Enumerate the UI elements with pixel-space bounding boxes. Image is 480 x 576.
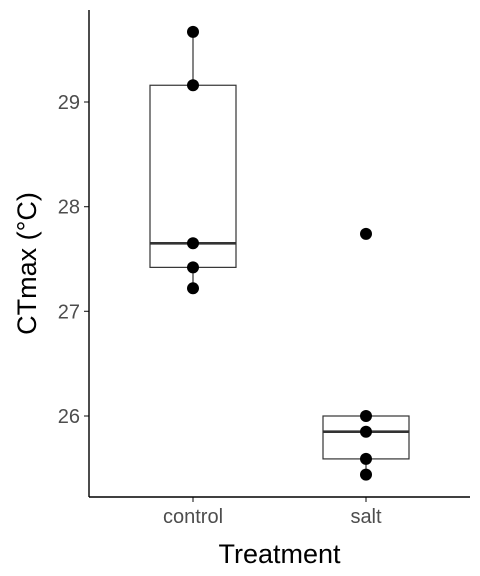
box-salt xyxy=(322,415,410,475)
data-point-control xyxy=(187,237,199,250)
data-point-salt xyxy=(360,468,372,481)
y-tick-label: 27 xyxy=(58,301,80,323)
data-point-control xyxy=(187,25,199,38)
data-points xyxy=(187,25,372,481)
data-point-salt xyxy=(360,410,372,422)
data-point-salt xyxy=(360,227,372,240)
y-axis-title: CTmax (°C) xyxy=(12,192,42,335)
x-tick-label: salt xyxy=(350,506,382,528)
box-control xyxy=(149,31,237,289)
x-axis-title: Treatment xyxy=(218,539,341,569)
data-point-control xyxy=(187,79,199,92)
data-point-salt xyxy=(360,425,372,438)
data-point-salt xyxy=(360,452,372,465)
x-tick-label: control xyxy=(163,506,223,528)
boxplot-boxes xyxy=(149,31,410,475)
y-axis-ticks: 26 27 28 29 xyxy=(58,92,89,428)
y-tick-label: 26 xyxy=(58,406,80,428)
y-tick-label: 29 xyxy=(58,92,80,114)
data-point-control xyxy=(187,261,199,274)
y-tick-label: 28 xyxy=(58,197,80,219)
x-axis-ticks: control salt xyxy=(163,497,382,528)
data-point-control xyxy=(187,282,199,295)
